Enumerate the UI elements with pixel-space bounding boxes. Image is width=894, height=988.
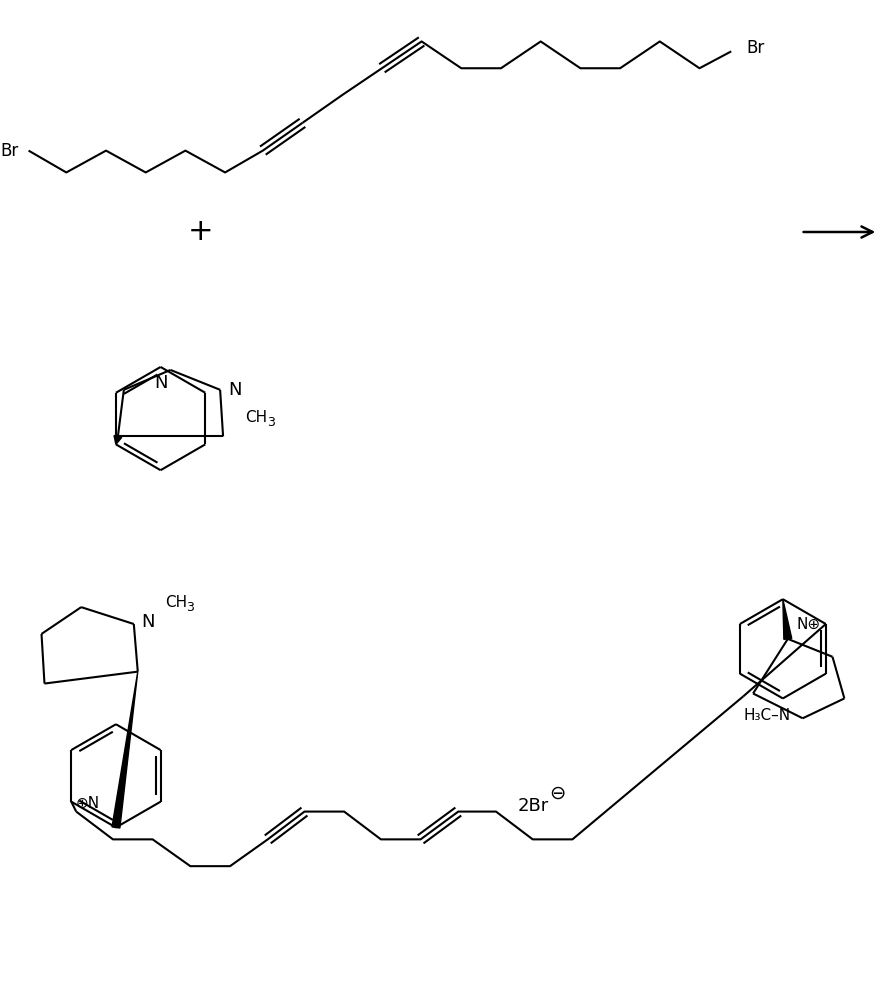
Text: 3: 3 [186, 601, 194, 614]
Text: H₃C–N: H₃C–N [742, 707, 789, 723]
Text: Br: Br [0, 141, 19, 160]
Text: N: N [228, 380, 241, 399]
Text: 2Br: 2Br [517, 796, 548, 815]
Polygon shape [112, 672, 138, 828]
Text: N: N [154, 373, 167, 392]
Text: CH: CH [165, 595, 188, 610]
Polygon shape [114, 436, 122, 445]
Text: N⊕: N⊕ [796, 617, 820, 631]
Text: ⊕N: ⊕N [75, 796, 99, 811]
Text: ⊖: ⊖ [549, 784, 565, 803]
Polygon shape [782, 599, 791, 639]
Text: N: N [141, 613, 155, 631]
Text: +: + [187, 217, 213, 246]
Text: CH: CH [245, 410, 266, 425]
Text: 3: 3 [266, 416, 274, 429]
Text: Br: Br [746, 40, 763, 57]
